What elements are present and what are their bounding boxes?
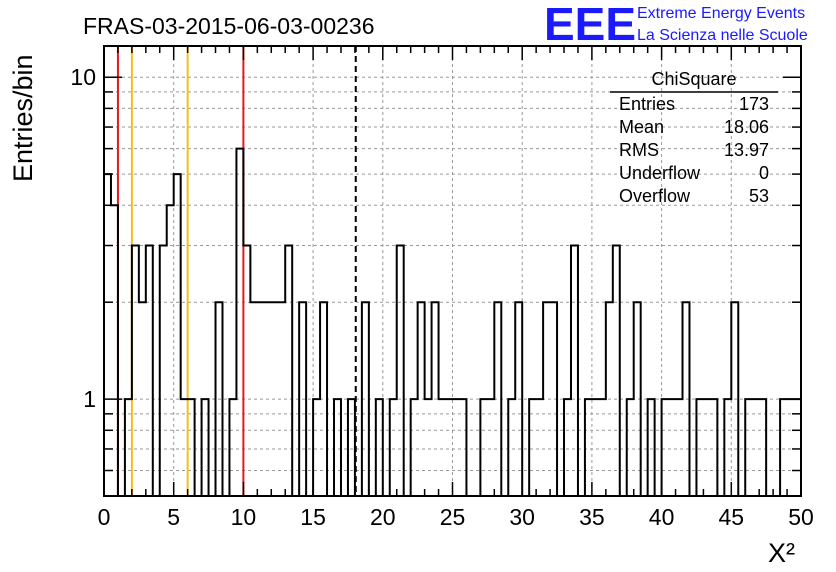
stats-label-rms: RMS (619, 140, 659, 160)
stats-label-mean: Mean (619, 117, 664, 137)
y-axis-title: Entries/bin (8, 54, 38, 182)
histogram-bin (146, 246, 153, 496)
histogram-bin (160, 246, 167, 496)
x-tick-label: 50 (788, 504, 814, 530)
stats-label-underflow: Underflow (619, 163, 701, 183)
y-tick-label: 1 (83, 386, 96, 412)
x-tick-label: 35 (579, 504, 605, 530)
stats-value-rms: 13.97 (724, 140, 769, 160)
x-tick-label: 40 (649, 504, 675, 530)
x-tick-label: 15 (300, 504, 326, 530)
x-tick-label: 45 (719, 504, 745, 530)
histogram-bin (132, 246, 139, 496)
histogram-bin (236, 149, 243, 496)
logo-line-1: Extreme Energy Events (637, 5, 805, 22)
x-tick-label: 30 (509, 504, 535, 530)
eee-logo-mark: EEE (544, 0, 636, 50)
stats-box: ChiSquare Entries 173 Mean 18.06 RMS 13.… (610, 69, 778, 206)
x-tick-label: 0 (98, 504, 111, 530)
x-axis-title: X² (768, 538, 795, 568)
y-tick-label: 10 (70, 64, 96, 90)
stats-value-overflow: 53 (749, 186, 769, 206)
histogram-bin (174, 174, 181, 496)
histogram-bin (104, 174, 111, 496)
x-tick-label: 20 (370, 504, 396, 530)
stats-value-entries: 173 (739, 94, 769, 114)
stats-label-overflow: Overflow (619, 186, 691, 206)
histogram-bin (285, 246, 292, 496)
x-tick-label: 10 (231, 504, 257, 530)
x-tick-label: 5 (167, 504, 180, 530)
histogram-bin (613, 246, 620, 496)
x-tick-label: 25 (440, 504, 466, 530)
histogram-bin (111, 205, 118, 496)
chart-title: FRAS-03-2015-06-03-00236 (83, 13, 375, 39)
histogram-bin (397, 246, 404, 496)
logo-line-2: La Scienza nelle Scuole (637, 27, 808, 44)
histogram-bin (571, 246, 578, 496)
stats-name: ChiSquare (651, 69, 736, 89)
axes: 0 5 10 15 20 25 30 35 40 45 50 1 10 (70, 45, 814, 530)
stats-value-underflow: 0 (759, 163, 769, 183)
histogram-bin (167, 205, 174, 496)
eee-logo: EEE Extreme Energy Events La Scienza nel… (544, 0, 808, 50)
stats-value-mean: 18.06 (724, 117, 769, 137)
histogram-bin (243, 246, 250, 496)
stats-label-entries: Entries (619, 94, 675, 114)
